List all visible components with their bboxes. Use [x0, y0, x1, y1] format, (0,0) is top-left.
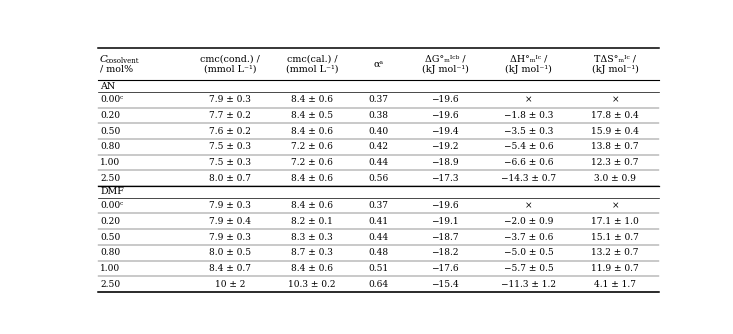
Text: 7.2 ± 0.6: 7.2 ± 0.6 [291, 158, 333, 167]
Text: −11.3 ± 1.2: −11.3 ± 1.2 [501, 280, 556, 289]
Text: 0.56: 0.56 [369, 174, 388, 183]
Text: ×: × [611, 95, 619, 104]
Text: 7.9 ± 0.3: 7.9 ± 0.3 [209, 95, 251, 104]
Text: DMF: DMF [100, 187, 124, 196]
Text: 8.4 ± 0.5: 8.4 ± 0.5 [291, 111, 333, 120]
Text: 7.9 ± 0.4: 7.9 ± 0.4 [209, 217, 251, 226]
Text: 15.9 ± 0.4: 15.9 ± 0.4 [592, 127, 639, 136]
Text: 11.9 ± 0.7: 11.9 ± 0.7 [592, 264, 639, 273]
Text: 0.42: 0.42 [369, 142, 388, 151]
Text: cosolvent: cosolvent [106, 57, 139, 65]
Text: 8.4 ± 0.7: 8.4 ± 0.7 [209, 264, 251, 273]
Text: 0.20: 0.20 [100, 111, 120, 120]
Text: −5.7 ± 0.5: −5.7 ± 0.5 [504, 264, 553, 273]
Text: 8.4 ± 0.6: 8.4 ± 0.6 [291, 174, 333, 183]
Text: 12.3 ± 0.7: 12.3 ± 0.7 [592, 158, 639, 167]
Text: −19.6: −19.6 [431, 111, 459, 120]
Text: 8.0 ± 0.7: 8.0 ± 0.7 [209, 174, 251, 183]
Text: −14.3 ± 0.7: −14.3 ± 0.7 [501, 174, 556, 183]
Text: −17.6: −17.6 [431, 264, 459, 273]
Text: 8.3 ± 0.3: 8.3 ± 0.3 [291, 232, 333, 241]
Text: 0.00ᶜ: 0.00ᶜ [100, 201, 123, 210]
Text: −18.7: −18.7 [431, 232, 459, 241]
Text: ×: × [525, 95, 532, 104]
Text: 0.41: 0.41 [369, 217, 388, 226]
Text: 2.50: 2.50 [100, 174, 120, 183]
Text: −3.7 ± 0.6: −3.7 ± 0.6 [504, 232, 553, 241]
Text: 1.00: 1.00 [100, 158, 120, 167]
Text: 3.0 ± 0.9: 3.0 ± 0.9 [594, 174, 636, 183]
Text: 0.50: 0.50 [100, 127, 120, 136]
Text: 7.5 ± 0.3: 7.5 ± 0.3 [209, 158, 251, 167]
Text: 0.37: 0.37 [369, 95, 388, 104]
Text: 0.64: 0.64 [369, 280, 388, 289]
Text: 7.2 ± 0.6: 7.2 ± 0.6 [291, 142, 333, 151]
Text: −1.8 ± 0.3: −1.8 ± 0.3 [504, 111, 553, 120]
Text: −18.2: −18.2 [431, 248, 459, 257]
Text: 1.00: 1.00 [100, 264, 120, 273]
Text: 8.2 ± 0.1: 8.2 ± 0.1 [291, 217, 333, 226]
Text: −6.6 ± 0.6: −6.6 ± 0.6 [504, 158, 553, 167]
Text: −15.4: −15.4 [431, 280, 459, 289]
Text: / mol%: / mol% [100, 64, 133, 73]
Text: 0.00ᶜ: 0.00ᶜ [100, 95, 123, 104]
Text: 17.8 ± 0.4: 17.8 ± 0.4 [592, 111, 639, 120]
Text: 7.9 ± 0.3: 7.9 ± 0.3 [209, 232, 251, 241]
Text: ΔG°ₘᴵᶜᵇ /
(kJ mol⁻¹): ΔG°ₘᴵᶜᵇ / (kJ mol⁻¹) [421, 54, 468, 74]
Text: 13.2 ± 0.7: 13.2 ± 0.7 [592, 248, 639, 257]
Text: 2.50: 2.50 [100, 280, 120, 289]
Text: −18.9: −18.9 [431, 158, 459, 167]
Text: −3.5 ± 0.3: −3.5 ± 0.3 [504, 127, 553, 136]
Text: 0.40: 0.40 [369, 127, 388, 136]
Text: 0.38: 0.38 [369, 111, 388, 120]
Text: −5.0 ± 0.5: −5.0 ± 0.5 [504, 248, 553, 257]
Text: 7.6 ± 0.2: 7.6 ± 0.2 [209, 127, 251, 136]
Text: 8.7 ± 0.3: 8.7 ± 0.3 [291, 248, 333, 257]
Text: 0.80: 0.80 [100, 142, 120, 151]
Text: −19.4: −19.4 [431, 127, 459, 136]
Text: 8.4 ± 0.6: 8.4 ± 0.6 [291, 127, 333, 136]
Text: ×: × [525, 201, 532, 210]
Text: 10 ± 2: 10 ± 2 [215, 280, 245, 289]
Text: −19.6: −19.6 [431, 201, 459, 210]
Text: 8.4 ± 0.6: 8.4 ± 0.6 [291, 201, 333, 210]
Text: 15.1 ± 0.7: 15.1 ± 0.7 [592, 232, 639, 241]
Text: 7.9 ± 0.3: 7.9 ± 0.3 [209, 201, 251, 210]
Text: cmc(cond.) /
(mmol L⁻¹): cmc(cond.) / (mmol L⁻¹) [200, 54, 260, 74]
Text: −19.6: −19.6 [431, 95, 459, 104]
Text: −17.3: −17.3 [431, 174, 459, 183]
Text: ×: × [611, 201, 619, 210]
Text: 0.50: 0.50 [100, 232, 120, 241]
Text: 13.8 ± 0.7: 13.8 ± 0.7 [592, 142, 639, 151]
Text: 7.7 ± 0.2: 7.7 ± 0.2 [209, 111, 251, 120]
Text: 0.44: 0.44 [369, 232, 388, 241]
Text: 8.4 ± 0.6: 8.4 ± 0.6 [291, 264, 333, 273]
Text: −19.1: −19.1 [431, 217, 459, 226]
Text: cmc(cal.) /
(mmol L⁻¹): cmc(cal.) / (mmol L⁻¹) [286, 54, 338, 74]
Text: 8.0 ± 0.5: 8.0 ± 0.5 [209, 248, 251, 257]
Text: 0.37: 0.37 [369, 201, 388, 210]
Text: 17.1 ± 1.0: 17.1 ± 1.0 [592, 217, 639, 226]
Text: 0.20: 0.20 [100, 217, 120, 226]
Text: 0.44: 0.44 [369, 158, 388, 167]
Text: TΔS°ₘᴵᶜ /
(kJ mol⁻¹): TΔS°ₘᴵᶜ / (kJ mol⁻¹) [592, 54, 638, 74]
Text: 0.48: 0.48 [369, 248, 388, 257]
Text: −5.4 ± 0.6: −5.4 ± 0.6 [504, 142, 553, 151]
Text: AN: AN [100, 81, 115, 91]
Text: 0.80: 0.80 [100, 248, 120, 257]
Text: 8.4 ± 0.6: 8.4 ± 0.6 [291, 95, 333, 104]
Text: 4.1 ± 1.7: 4.1 ± 1.7 [594, 280, 636, 289]
Text: 10.3 ± 0.2: 10.3 ± 0.2 [288, 280, 336, 289]
Text: αᵃ: αᵃ [373, 59, 383, 68]
Text: C: C [100, 55, 107, 64]
Text: −2.0 ± 0.9: −2.0 ± 0.9 [504, 217, 553, 226]
Text: −19.2: −19.2 [431, 142, 459, 151]
Text: 7.5 ± 0.3: 7.5 ± 0.3 [209, 142, 251, 151]
Text: 0.51: 0.51 [369, 264, 388, 273]
Text: ΔH°ₘᴵᶜ /
(kJ mol⁻¹): ΔH°ₘᴵᶜ / (kJ mol⁻¹) [505, 54, 552, 74]
